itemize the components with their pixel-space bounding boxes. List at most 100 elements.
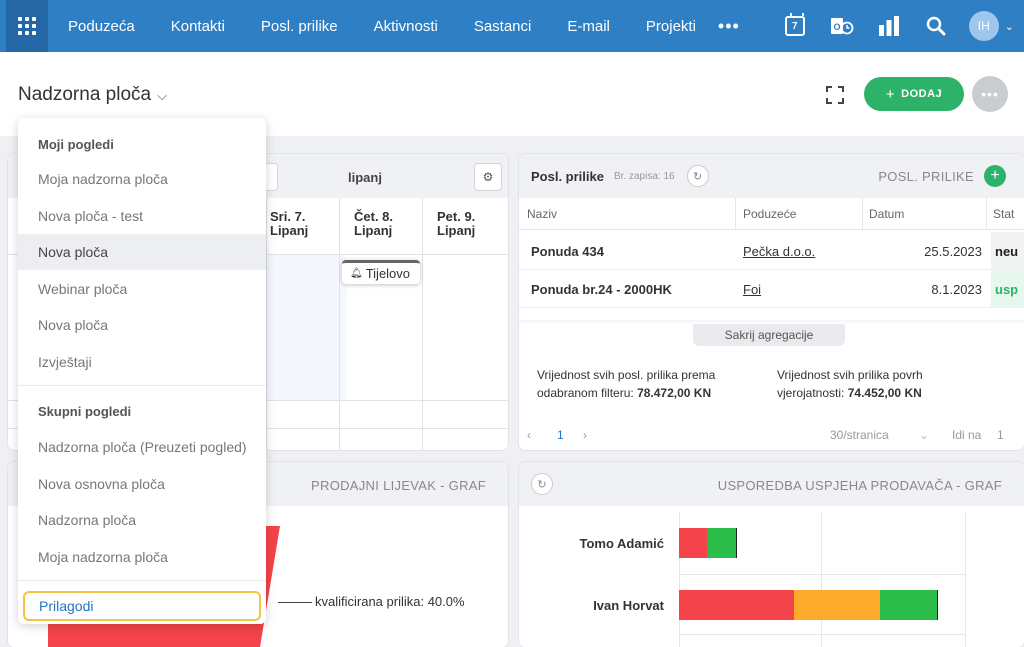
gear-icon[interactable]: ⚙ [474,163,502,191]
table-row[interactable]: Ponuda 434 Pečka d.o.o. 25.5.2023 neu [519,232,1024,270]
fullscreen-icon[interactable] [826,86,844,104]
chevron-down-icon[interactable]: ⌄ [919,428,930,442]
main-nav: Poduzeća Kontakti Posl. prilike Aktivnos… [68,16,740,37]
page-title: Nadzorna ploča [18,84,152,105]
bar-end-marker [736,528,737,558]
top-navbar: Poduzeća Kontakti Posl. prilike Aktivnos… [0,0,1024,52]
deal-date: 8.1.2023 [931,282,982,297]
search-button[interactable] [923,13,949,39]
status-cell: usp [991,270,1024,308]
bar-segment[interactable] [679,528,707,558]
dashboard-views-dropdown: Moji pogledi Moja nadzorna ploča Nova plo… [18,118,266,624]
calendar-icon: 7 [784,13,805,36]
customize-button[interactable]: Prilagodi [23,591,261,621]
dropdown-divider [18,385,266,386]
calendar-event[interactable]: 🔔︎ Tijelovo [342,260,421,284]
chevron-down-icon: ⌵ [157,88,167,103]
bar-end-marker [937,590,938,620]
sales-comparison-header: ↻ [519,462,1024,506]
nav-item-deals[interactable]: Posl. prilike [260,17,338,35]
deal-name[interactable]: Ponuda 434 [531,244,604,259]
deals-widget-label: POSL. PRILIKE [878,168,974,184]
deals-widget-title: Posl. prilike [531,168,604,184]
svg-text:O: O [833,22,840,32]
table-row[interactable]: Ponuda br.24 - 2000HK Foi 8.1.2023 usp [519,270,1024,308]
bar-segment[interactable] [679,590,794,620]
nav-item-activities[interactable]: Aktivnosti [373,17,438,35]
aggregation-weighted: Vrijednost svih prilika povrh vjerojatno… [777,368,923,400]
dashboard-selector[interactable]: Nadzorna ploča ⌵ [18,84,167,106]
more-options-button[interactable]: ••• [972,76,1008,112]
nav-item-meetings[interactable]: Sastanci [473,17,532,35]
dropdown-divider [18,580,266,581]
sales-comparison-widget: ↻ USPOREDBA USPJEHA PRODAVAČA - GRAF Tom… [519,462,1024,647]
page-number[interactable]: 1 [557,428,564,442]
dropdown-item-my-view[interactable]: Nova ploča [18,234,266,270]
calendar-column-divider [339,198,340,450]
refresh-icon[interactable]: ↻ [686,165,709,187]
calendar-day-header: Čet. 8. Lipanj [354,209,394,238]
sales-funnel-title: PRODAJNI LIJEVAK - GRAF [311,478,486,493]
dropdown-item-my-view[interactable]: Nova ploča [38,317,109,333]
status-badge: neu [995,244,1019,259]
goto-page-input[interactable]: 1 [997,428,1004,442]
prev-page-button[interactable]: ‹ [527,428,531,442]
bar-chart-icon [878,16,899,36]
nav-item-companies[interactable]: Poduzeća [68,17,135,35]
bar-segment[interactable] [707,528,737,558]
goto-label: Idi na [952,428,982,442]
bell-icon: 🔔︎ [350,268,363,279]
app-launcher-button[interactable] [6,0,48,52]
funnel-label-leader [278,602,312,603]
calendar-event-label: Tijelovo [365,266,411,281]
dropdown-item-shared-view[interactable]: Nadzorna ploča (Preuzeti pogled) [38,439,247,455]
calendar-day-header: Pet. 9. Lipanj [437,209,476,238]
nav-item-email[interactable]: E-mail [567,17,610,35]
salesperson-label: Tomo Adamić [579,536,664,551]
calendar-prev-button[interactable] [266,163,278,191]
column-header-date[interactable]: Datum [869,207,905,221]
deals-widget: Posl. prilike Br. zapisa: 16 ↻ POSL. PRI… [519,154,1024,450]
chevron-down-icon[interactable]: ⌄ [1004,20,1014,33]
calendar-button[interactable]: 7 [782,13,808,39]
shared-views-section-title: Skupni pogledi [38,404,132,419]
sales-comparison-title: USPOREDBA USPJEHA PRODAVAČA - GRAF [717,478,1002,493]
dropdown-item-my-view[interactable]: Nova ploča - test [38,207,144,224]
my-views-section-title: Moji pogledi [38,137,114,152]
table-header: Naziv Poduzeće Datum Stat [519,198,1024,230]
dropdown-item-shared-view[interactable]: Nova osnovna ploča [38,475,165,492]
deal-date: 25.5.2023 [924,244,982,259]
dropdown-item-my-view[interactable]: Webinar ploča [38,280,128,297]
nav-item-projects[interactable]: Projekti [645,17,696,35]
column-header-status[interactable]: Stat [993,207,1015,221]
bar-segment[interactable] [880,590,938,620]
calendar-column-divider [266,198,267,450]
nav-more-button[interactable]: ••• [717,15,740,36]
bar-segment[interactable] [794,590,880,620]
refresh-icon[interactable]: ↻ [531,473,553,495]
aggregation-total: Vrijednost svih posl. prilika prema odab… [537,368,716,400]
user-avatar[interactable]: IH [968,11,999,41]
nav-item-contacts[interactable]: Kontakti [170,17,225,35]
next-page-button[interactable]: › [583,428,587,442]
add-deal-button[interactable]: + [984,165,1006,187]
deal-name[interactable]: Ponuda br.24 - 2000HK [531,282,672,297]
company-link[interactable]: Foi [743,282,762,297]
dropdown-item-shared-view[interactable]: Moja nadzorna ploča [38,548,168,565]
calendar-today-column [266,254,346,400]
dropdown-item-my-view[interactable]: Moja nadzorna ploča [38,171,168,187]
record-count: Br. zapisa: 16 [613,170,675,182]
hide-aggregations-button[interactable]: Sakrij agregacije [693,324,845,346]
dropdown-item-my-view[interactable]: Izvještaji [38,353,92,370]
page-size-select[interactable]: 30/stranica [830,428,889,442]
company-link[interactable]: Pečka d.o.o. [743,244,816,259]
dropdown-item-shared-view[interactable]: Nadzorna ploča [38,512,137,528]
reports-button[interactable] [876,13,902,39]
plus-icon: + [885,85,896,103]
nav-right-tools: 7 O IH ⌄ [761,0,1014,52]
search-icon [926,16,946,36]
add-button[interactable]: + DODAJ [864,77,964,111]
column-header-name[interactable]: Naziv [527,207,558,221]
column-header-company[interactable]: Poduzeće [743,207,797,221]
outlook-button[interactable]: O [829,13,855,39]
